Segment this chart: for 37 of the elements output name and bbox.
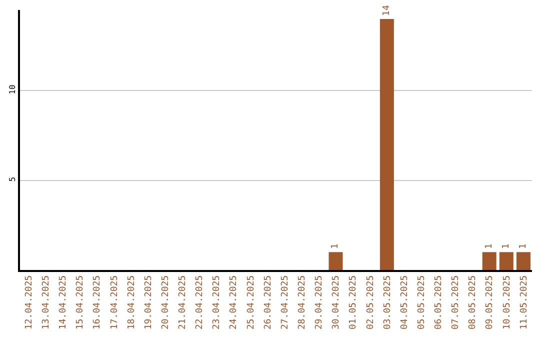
x-tick-label: 20.04.2025 [160,275,171,330]
x-tick-label: 19.04.2025 [144,275,154,330]
x-tick-label: 17.04.2025 [110,275,120,330]
x-tick-label: 09.05.2025 [485,275,496,330]
x-tick-label: 24.04.2025 [229,275,240,330]
x-tick-label: 18.04.2025 [126,275,137,330]
x-tick-label: 29.04.2025 [314,275,325,330]
x-tick-label: 11.05.2025 [519,275,530,330]
x-tick-label: 06.05.2025 [434,275,444,330]
x-tick-label: 04.05.2025 [400,275,410,330]
x-tick-label: 27.04.2025 [280,275,290,330]
x-tick-label: 22.04.2025 [195,275,206,330]
x-tick-label: 02.05.2025 [366,275,376,330]
x-tick-label: 26.04.2025 [263,275,274,330]
data-label: 1 [501,244,512,250]
data-label: 1 [518,244,528,250]
data-label: 1 [330,244,341,250]
x-tick-label: 07.05.2025 [451,275,462,330]
x-tick-label: 05.05.2025 [416,275,427,330]
data-label: 14 [382,5,392,16]
x-tick-label: 25.04.2025 [246,275,256,330]
x-tick-label: 03.05.2025 [382,275,393,330]
x-tick-label: 15.04.2025 [76,275,86,330]
x-tick-label: 30.04.2025 [332,275,342,330]
x-tick-label: 23.04.2025 [212,275,222,330]
y-tick-label: 5 [8,176,18,182]
y-tick-label: 10 [8,84,18,94]
x-tick-label: 28.04.2025 [298,275,308,330]
x-tick-label: 21.04.2025 [178,275,188,330]
x-tick-label: 16.04.2025 [92,275,103,330]
x-tick-label: 14.04.2025 [58,275,69,330]
data-label: 1 [484,244,494,250]
x-tick-label: 13.04.2025 [42,275,52,330]
x-tick-label: 01.05.2025 [348,275,359,330]
x-tick-label: 10.05.2025 [502,275,512,330]
x-tick-label: 12.04.2025 [24,275,34,330]
x-tick-label: 08.05.2025 [468,275,478,330]
